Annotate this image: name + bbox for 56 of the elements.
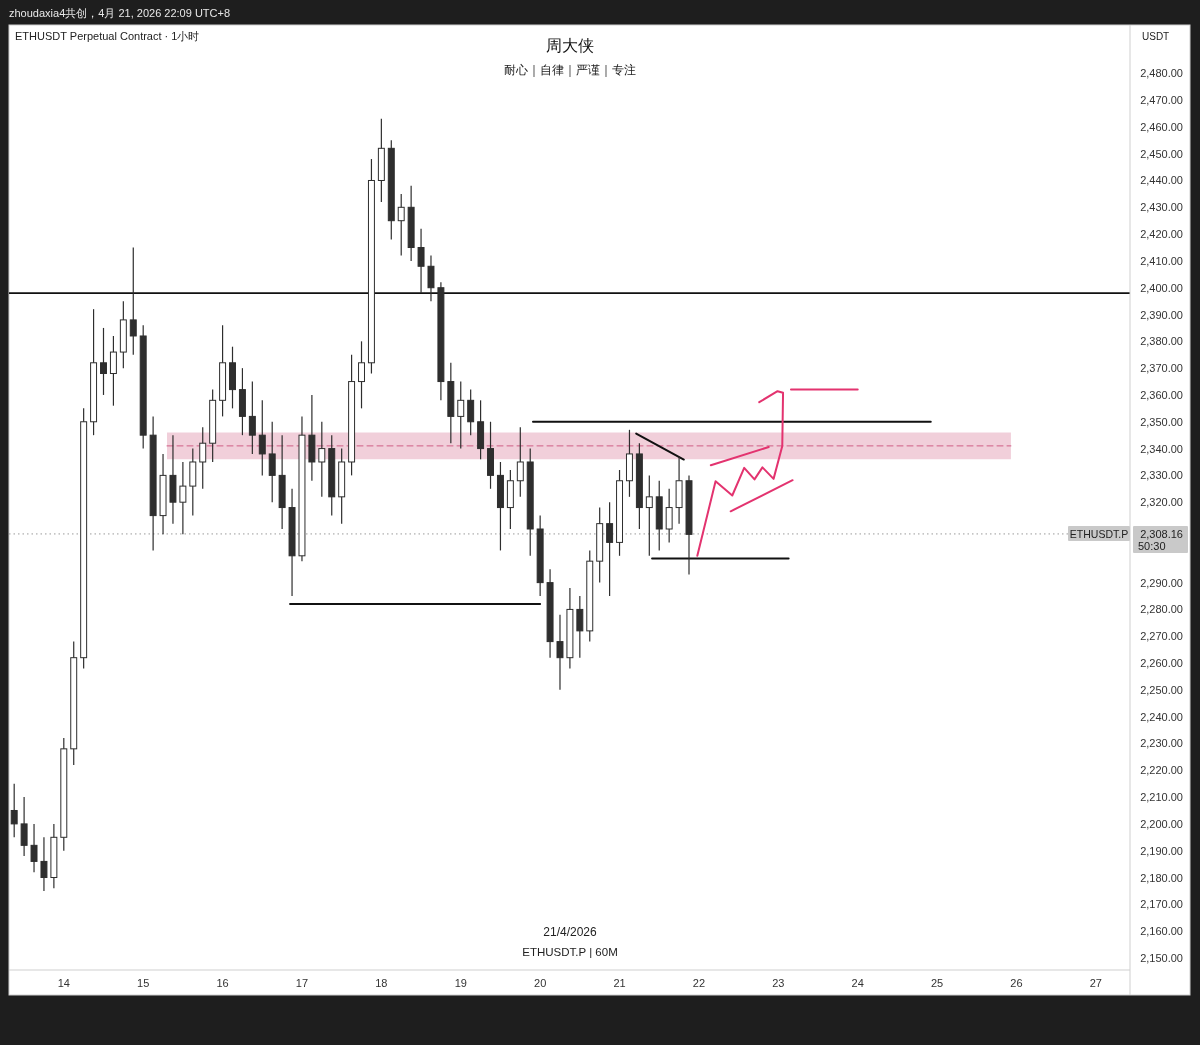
ytick: 2,220.00 <box>1140 764 1183 777</box>
ytick: 2,260.00 <box>1140 657 1183 670</box>
text: 50:30 <box>1138 539 1166 552</box>
ytick: 2,290.00 <box>1140 576 1183 589</box>
ytick: 2,410.00 <box>1140 254 1183 267</box>
xtick: 21 <box>613 977 626 989</box>
xtick: 17 <box>295 977 309 989</box>
ytick: 2,400.00 <box>1140 281 1183 294</box>
ytick: 2,330.00 <box>1140 469 1183 482</box>
xtick: 26 <box>1010 977 1023 989</box>
ytick: 2,370.00 <box>1140 362 1183 375</box>
ytick: 2,160.00 <box>1140 925 1183 938</box>
xtick: 15 <box>137 977 150 989</box>
ytick: 2,190.00 <box>1140 844 1183 857</box>
ytick: 2,240.00 <box>1140 710 1183 723</box>
ytick: 2,230.00 <box>1140 737 1183 750</box>
ytick: 2,460.00 <box>1140 120 1183 133</box>
ytick: 2,170.00 <box>1140 898 1183 911</box>
annotation: ETHUSDT.P | 60M <box>522 946 618 958</box>
ytick: 2,250.00 <box>1140 683 1183 696</box>
xtick: 18 <box>375 977 388 989</box>
text: 周大侠 <box>546 37 594 54</box>
xtick: 19 <box>454 977 467 989</box>
xtick: 16 <box>216 977 229 989</box>
ytick: 2,270.00 <box>1140 630 1183 643</box>
ytick: 2,150.00 <box>1140 951 1183 964</box>
annotation: 21/4/2026 <box>543 925 597 939</box>
ytick: 2,480.00 <box>1140 67 1183 80</box>
ytick: 2,320.00 <box>1140 496 1183 509</box>
text: 耐心｜自律｜严谨｜专注 <box>504 63 636 77</box>
xtick: 25 <box>930 977 944 989</box>
y-axis-title: USDT <box>1142 31 1170 42</box>
ytick: 2,360.00 <box>1140 388 1183 401</box>
ytick: 2,180.00 <box>1140 871 1183 884</box>
ref-line-label: ETHUSDT.P <box>1069 527 1129 540</box>
ytick: 2,350.00 <box>1140 415 1183 428</box>
ytick: 2,420.00 <box>1140 228 1183 241</box>
ytick: 2,200.00 <box>1140 817 1183 830</box>
ytick: 2,340.00 <box>1140 442 1183 455</box>
annotation: ETHUSDT Perpetual Contract · 1小时 <box>15 30 200 42</box>
xtick: 23 <box>772 977 785 989</box>
ytick: 2,210.00 <box>1140 791 1183 804</box>
xtick: 22 <box>692 977 706 989</box>
ytick: 2,470.00 <box>1140 94 1183 107</box>
ytick: 2,450.00 <box>1140 147 1183 160</box>
ytick: 2,430.00 <box>1140 201 1183 214</box>
xtick: 14 <box>57 977 70 989</box>
ytick: 2,280.00 <box>1140 603 1183 616</box>
ytick: 2,390.00 <box>1140 308 1183 321</box>
xtick: 20 <box>534 977 547 989</box>
ytick: 2,440.00 <box>1140 174 1183 187</box>
ytick: 2,380.00 <box>1140 335 1183 348</box>
annotation: zhoudaxia4共创，4月 21, 2026 22:09 UTC+8 <box>9 7 231 19</box>
xtick: 24 <box>851 977 864 989</box>
y-tick-label: 2,308.16 <box>1140 527 1183 540</box>
xtick: 27 <box>1089 977 1102 989</box>
